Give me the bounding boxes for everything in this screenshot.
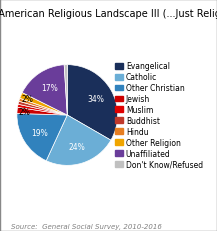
Wedge shape	[17, 108, 67, 116]
Text: 34%: 34%	[87, 95, 104, 104]
Text: 24%: 24%	[69, 142, 85, 151]
Wedge shape	[64, 65, 67, 116]
Text: 19%: 19%	[31, 128, 48, 137]
Text: Source:  General Social Survey, 2010-2016: Source: General Social Survey, 2010-2016	[11, 223, 162, 229]
Text: 17%: 17%	[41, 84, 58, 93]
Text: 2%: 2%	[22, 94, 34, 103]
Wedge shape	[22, 65, 67, 116]
Wedge shape	[17, 114, 67, 161]
Wedge shape	[20, 93, 67, 116]
Legend: Evangelical, Catholic, Other Christian, Jewish, Muslim, Buddhist, Hindu, Other R: Evangelical, Catholic, Other Christian, …	[115, 62, 203, 169]
Wedge shape	[18, 105, 67, 116]
Wedge shape	[46, 116, 111, 166]
Text: The American Religious Landscape III (...Just Religion): The American Religious Landscape III (..…	[0, 9, 217, 19]
Wedge shape	[19, 99, 67, 116]
Wedge shape	[18, 102, 67, 116]
Text: 2%: 2%	[19, 107, 31, 116]
Wedge shape	[67, 65, 118, 141]
